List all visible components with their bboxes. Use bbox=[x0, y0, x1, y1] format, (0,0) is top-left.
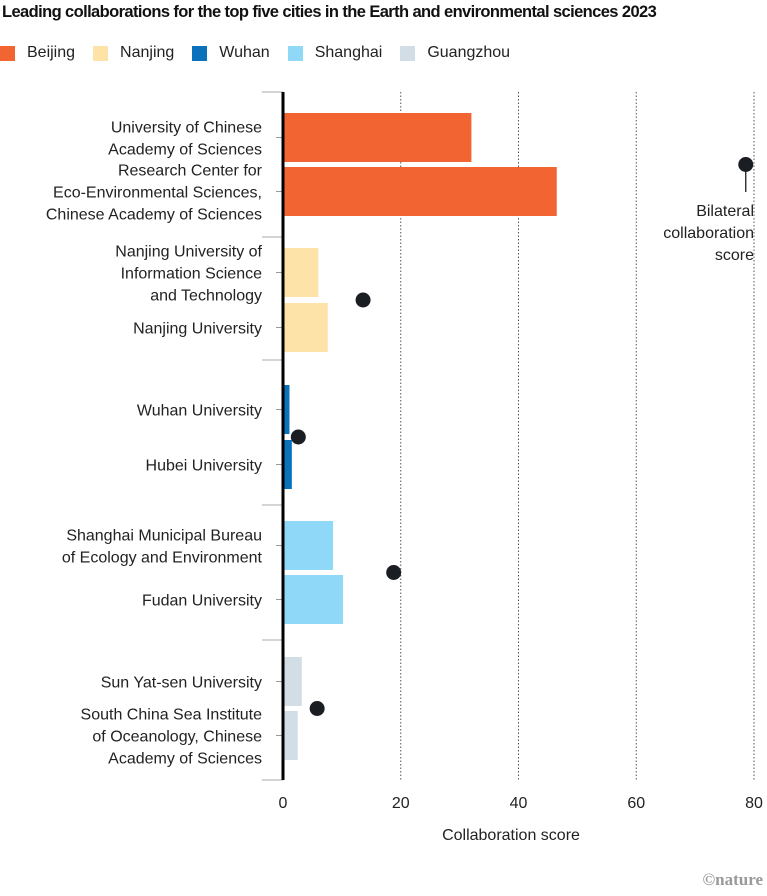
x-tick-label: 60 bbox=[627, 795, 645, 812]
legend-swatch bbox=[93, 45, 109, 61]
legend-swatch bbox=[287, 45, 303, 61]
bar-label: Nanjing University bbox=[133, 321, 262, 338]
bar-guangzhou-2 bbox=[283, 711, 298, 760]
bar-beijing-2 bbox=[283, 167, 557, 216]
bilateral-score-dot-beijing bbox=[738, 157, 754, 172]
bar-label: Fudan University bbox=[142, 593, 262, 610]
bilateral-score-dot-shanghai bbox=[386, 565, 402, 580]
bar-label: Hubei University bbox=[146, 458, 262, 475]
legend-label: Shanghai bbox=[314, 44, 383, 61]
legend-label: Wuhan bbox=[219, 44, 270, 61]
nature-credit: ©nature bbox=[702, 870, 763, 889]
bar-label: Nanjing University of bbox=[115, 244, 262, 261]
bar-label: Sun Yat-sen University bbox=[101, 675, 262, 692]
annotation-text: score bbox=[715, 247, 754, 264]
bar-label: University of Chinese bbox=[111, 120, 262, 137]
bar-guangzhou-1 bbox=[283, 657, 302, 706]
x-tick-label: 40 bbox=[510, 795, 528, 812]
bilateral-score-dot-guangzhou bbox=[309, 701, 325, 716]
legend-label: Guangzhou bbox=[427, 44, 511, 61]
bar-shanghai-2 bbox=[283, 575, 344, 624]
legend-item-shanghai: Shanghai bbox=[287, 44, 383, 62]
bar-label: South China Sea Institute bbox=[81, 707, 263, 724]
bar-wuhan-1 bbox=[283, 385, 290, 434]
bar-shanghai-1 bbox=[283, 521, 334, 570]
legend-swatch bbox=[192, 45, 208, 61]
legend: Beijing Nanjing Wuhan Shanghai Guangzhou bbox=[0, 44, 528, 62]
bar-label: Information Science bbox=[121, 266, 263, 283]
bar-nanjing-1 bbox=[283, 248, 319, 297]
x-tick-label: 0 bbox=[279, 795, 288, 812]
bar-label: Eco-Environmental Sciences, bbox=[53, 185, 262, 202]
legend-item-nanjing: Nanjing bbox=[93, 44, 174, 62]
legend-item-beijing: Beijing bbox=[0, 44, 75, 62]
legend-swatch bbox=[0, 45, 15, 61]
bilateral-score-dot-nanjing bbox=[355, 292, 371, 308]
bar-label: and Technology bbox=[150, 288, 262, 305]
legend-label: Beijing bbox=[27, 44, 76, 61]
legend-swatch bbox=[400, 45, 416, 61]
bar-nanjing-2 bbox=[283, 303, 328, 352]
annotation-text: collaboration bbox=[663, 225, 754, 242]
bar-label: Research Center for bbox=[118, 163, 263, 180]
annotation-text: Bilateral bbox=[696, 203, 754, 220]
x-tick-label: 20 bbox=[392, 795, 410, 812]
legend-label: Nanjing bbox=[120, 44, 175, 61]
bar-label: Wuhan University bbox=[137, 403, 262, 420]
bar-label: Chinese Academy of Sciences bbox=[46, 207, 262, 224]
bilateral-score-dot-wuhan bbox=[290, 429, 306, 445]
bar-label: Shanghai Municipal Bureau bbox=[66, 528, 262, 545]
legend-item-wuhan: Wuhan bbox=[192, 44, 270, 62]
x-tick-label: 80 bbox=[745, 795, 763, 812]
bar-label: of Ecology and Environment bbox=[62, 550, 263, 567]
bar-beijing-1 bbox=[283, 113, 472, 162]
bar-label: of Oceanology, Chinese bbox=[92, 729, 262, 746]
x-axis-title: Collaboration score bbox=[442, 827, 580, 844]
bar-label: Academy of Sciences bbox=[108, 142, 262, 159]
bar-label: Academy of Sciences bbox=[108, 751, 262, 768]
legend-item-guangzhou: Guangzhou bbox=[400, 44, 510, 62]
chart-title: Leading collaborations for the top five … bbox=[2, 3, 657, 21]
bar-wuhan-2 bbox=[283, 440, 292, 489]
